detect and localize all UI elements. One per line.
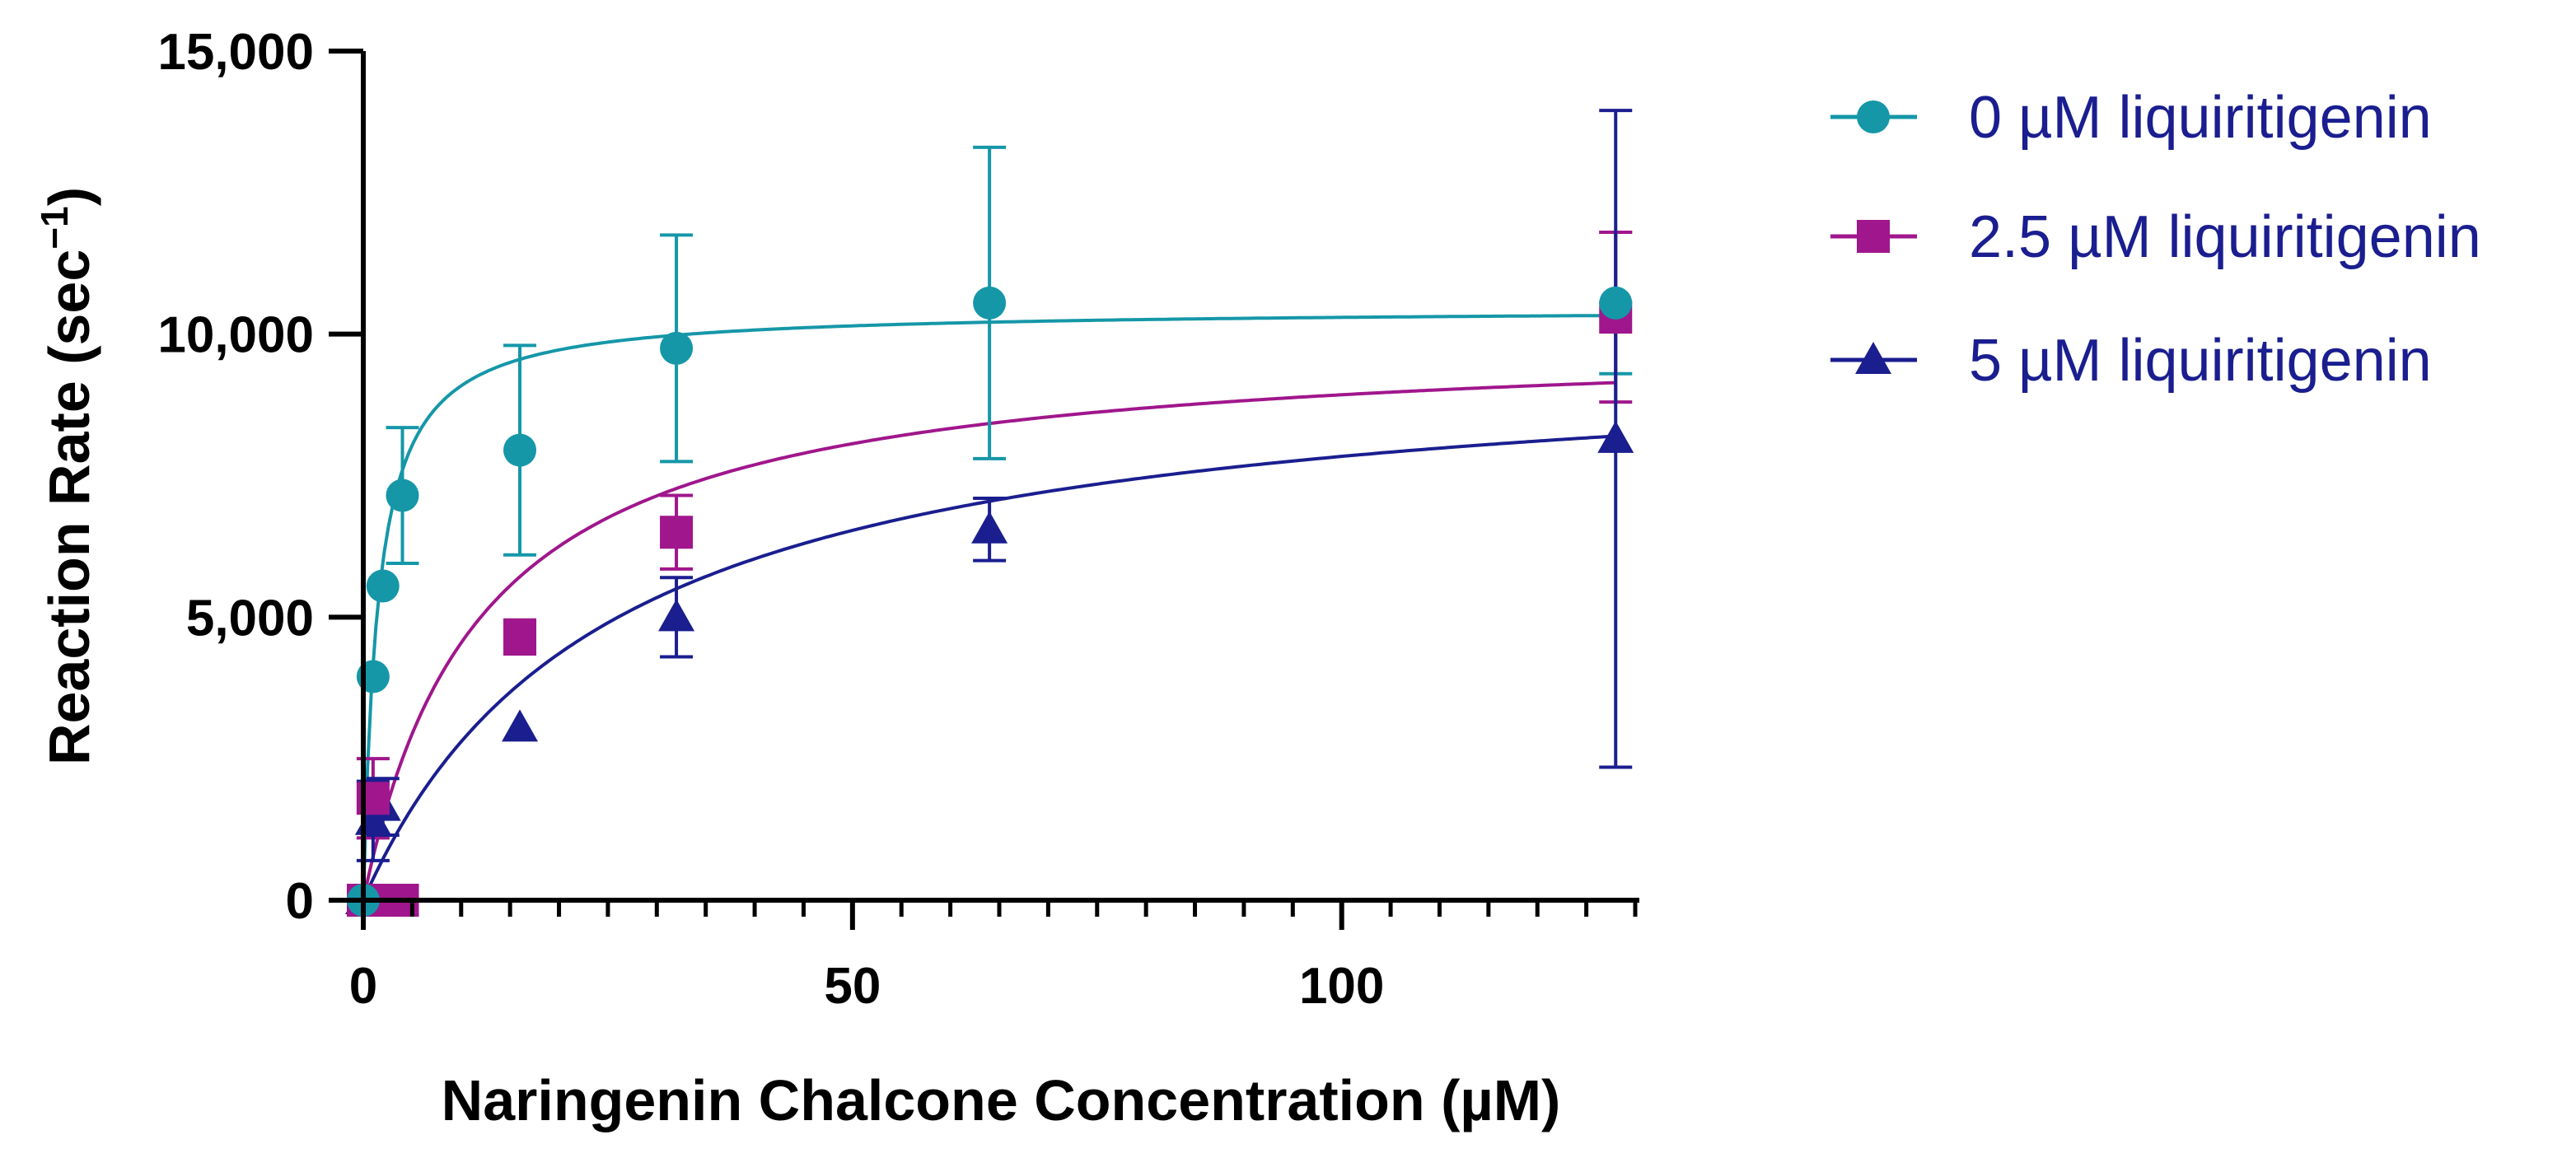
y-tick-label: 15,000: [157, 24, 314, 81]
data-point-circle: [973, 286, 1007, 320]
y-axis-title: Reaction Rate (sec−1): [33, 187, 101, 765]
data-point-triangle: [1597, 420, 1634, 453]
data-markers: [345, 286, 1634, 917]
x-tick-label: 100: [1299, 958, 1384, 1015]
y-tick-label: 0: [286, 873, 314, 930]
legend-item: 2.5 µM liquiritigenin: [1830, 204, 2481, 270]
data-point-triangle: [502, 709, 539, 742]
data-point-square: [660, 516, 694, 549]
y-axis-title-superscript: −1: [33, 206, 76, 249]
legend-item: 0 µM liquiritigenin: [1830, 85, 2432, 151]
legend-label: 5 µM liquiritigenin: [1969, 328, 2432, 394]
legend-marker-square: [1857, 220, 1890, 253]
legend-label: 2.5 µM liquiritigenin: [1969, 204, 2481, 270]
data-point-triangle: [971, 511, 1008, 544]
y-tick-label: 10,000: [157, 307, 314, 364]
x-tick-label: 50: [824, 958, 881, 1015]
y-tick-label: 5,000: [186, 590, 314, 647]
data-point-triangle: [658, 599, 695, 632]
legend-item: 5 µM liquiritigenin: [1830, 328, 2432, 394]
data-point-circle: [503, 433, 537, 467]
legend: 0 µM liquiritigenin 2.5 µM liquiritigenin…: [1830, 85, 2481, 394]
data-point-circle: [1599, 286, 1633, 320]
x-tick-label: 0: [349, 958, 377, 1015]
axis-ticks: 0 50 100 0 5,000 10,000 15,000: [157, 24, 1638, 1015]
axes: [361, 51, 1639, 903]
data-point-circle: [660, 331, 694, 365]
legend-label: 0 µM liquiritigenin: [1969, 85, 2432, 151]
error-bars: [356, 109, 1633, 862]
data-point-circle: [386, 479, 419, 512]
legend-marker-circle: [1857, 100, 1890, 133]
data-point-circle: [366, 569, 400, 603]
y-axis-title-main: Reaction Rate (sec: [37, 250, 101, 765]
data-point-square: [503, 620, 537, 654]
legend-marker-triangle: [1855, 342, 1891, 374]
x-axis-title: Naringenin Chalcone Concentration (µM): [442, 1068, 1561, 1132]
y-axis-title-close: ): [37, 187, 101, 206]
